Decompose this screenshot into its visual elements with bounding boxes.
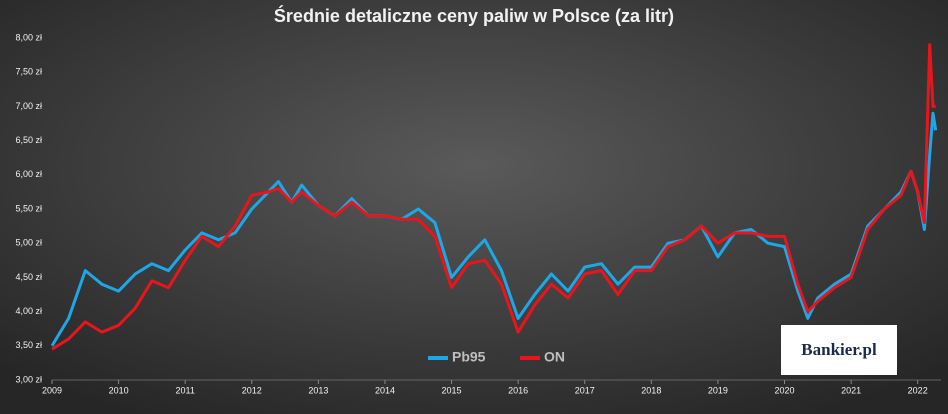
y-tick-label: 3,50 zł bbox=[15, 340, 42, 350]
y-tick-label: 3,00 zł bbox=[15, 374, 42, 384]
x-tick-label: 2013 bbox=[308, 385, 328, 395]
line-pb95 bbox=[50, 111, 938, 347]
x-tick-label: 2011 bbox=[176, 385, 195, 395]
y-tick-label: 7,00 zł bbox=[15, 101, 42, 111]
legend-label: ON bbox=[544, 349, 565, 365]
legend-label: Pb95 bbox=[452, 349, 486, 365]
y-tick-label: 7,50 zł bbox=[15, 67, 42, 77]
y-tick-label: 6,50 zł bbox=[15, 135, 42, 145]
y-tick-label: 5,00 zł bbox=[15, 238, 42, 248]
logo-box bbox=[781, 325, 897, 375]
x-tick-label: 2020 bbox=[774, 385, 794, 395]
x-tick-label: 2014 bbox=[375, 385, 395, 395]
x-tick-label: 2018 bbox=[641, 385, 661, 395]
y-tick-label: 4,50 zł bbox=[15, 272, 42, 282]
x-tick-label: 2012 bbox=[242, 385, 262, 395]
chart-title: Średnie detaliczne ceny paliw w Polsce (… bbox=[274, 5, 674, 26]
x-tick-label: 2017 bbox=[575, 385, 595, 395]
y-tick-label: 8,00 zł bbox=[15, 32, 42, 42]
y-tick-label: 4,00 zł bbox=[15, 306, 42, 316]
y-tick-label: 5,50 zł bbox=[15, 203, 42, 213]
line-on bbox=[51, 43, 936, 351]
x-tick-label: 2021 bbox=[841, 385, 861, 395]
x-tick-label: 2016 bbox=[508, 385, 528, 395]
x-tick-label: 2009 bbox=[42, 385, 62, 395]
x-tick-label: 2019 bbox=[708, 385, 728, 395]
x-tick-label: 2022 bbox=[908, 385, 928, 395]
logo: Bankier.pl bbox=[801, 340, 877, 359]
x-tick-label: 2015 bbox=[442, 385, 462, 395]
y-tick-label: 6,00 zł bbox=[15, 169, 42, 179]
x-tick-label: 2010 bbox=[109, 385, 129, 395]
